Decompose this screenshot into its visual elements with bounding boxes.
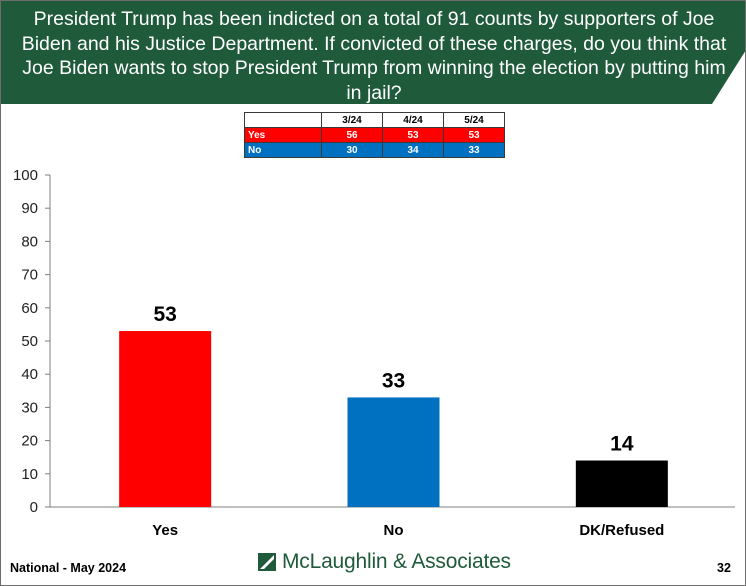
y-tick-label: 10 [21,466,38,483]
trend-cell: 30 [321,142,383,158]
footer-source: National - May 2024 [10,561,127,575]
trend-row-no: No 30 34 33 [244,142,505,158]
trend-row-yes: Yes 56 53 53 [244,127,505,143]
logo-text: McLaughlin & Associates [282,550,511,573]
y-tick-label: 30 [21,399,38,416]
y-tick-label: 60 [21,300,38,317]
category-label: DK/Refused [579,522,664,539]
data-label: 33 [382,369,405,392]
category-label: Yes [152,522,178,539]
trend-col-header: 5/24 [443,112,505,128]
logo-mark-icon [258,553,276,571]
trend-row-label: Yes [244,127,322,143]
y-tick-label: 50 [21,333,38,350]
data-label: 53 [153,303,176,326]
trend-row-label: No [244,142,322,158]
banner-corner-notch [712,50,746,104]
trend-table: 3/24 4/24 5/24 Yes 56 53 53 No 30 34 33 [244,112,505,158]
trend-cell: 53 [382,127,444,143]
question-title: President Trump has been indicted on a t… [21,8,727,104]
y-tick-label: 0 [30,499,38,516]
category-label: No [384,522,404,539]
bar-yes [119,331,212,507]
y-tick-label: 90 [21,200,38,217]
trend-cell: 33 [443,142,505,158]
trend-cell: 34 [382,142,444,158]
title-banner: President Trump has been indicted on a t… [0,0,746,104]
bar-dk-refused [575,460,668,507]
page-number: 32 [717,561,731,575]
y-tick-label: 80 [21,233,38,250]
data-label: 14 [610,433,634,456]
bar-no [347,397,440,507]
y-tick-label: 40 [21,366,38,383]
trend-cell: 53 [443,127,505,143]
y-tick-label: 70 [21,267,38,284]
y-tick-label: 100 [13,167,38,184]
brand-logo: McLaughlin & Associates [258,548,511,576]
y-tick-label: 20 [21,433,38,450]
